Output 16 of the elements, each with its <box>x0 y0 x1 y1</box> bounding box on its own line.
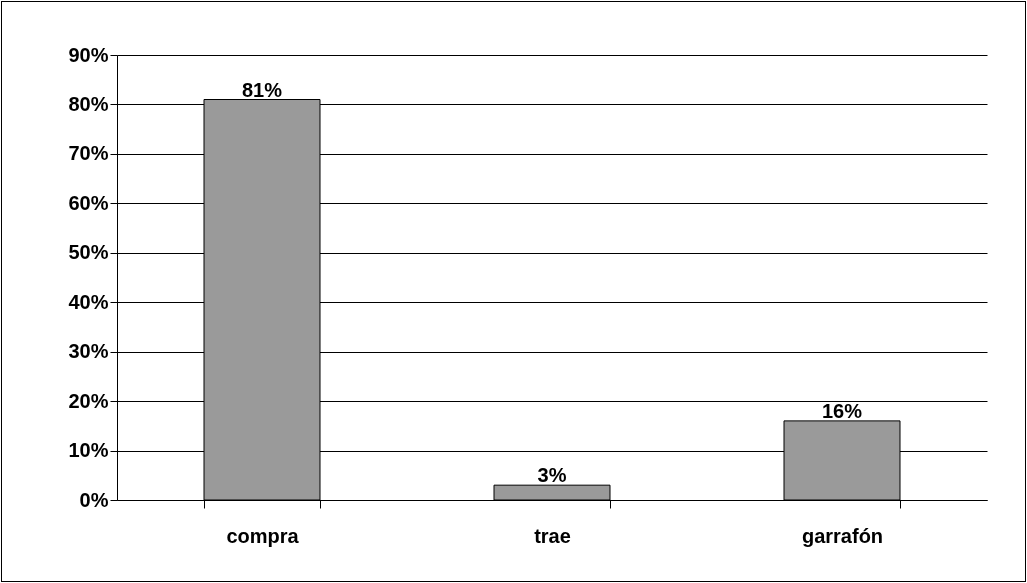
data-label: 3% <box>537 464 567 487</box>
y-tick-label: 0% <box>79 488 109 511</box>
data-label: 16% <box>821 399 863 422</box>
data-label: 81% <box>241 78 283 101</box>
x-tick-label: compra <box>226 524 300 547</box>
y-tick-label: 10% <box>68 439 109 462</box>
x-tick-label: trae <box>534 524 571 547</box>
y-tick-label: 30% <box>68 340 109 363</box>
y-tick-label: 90% <box>68 43 109 66</box>
y-tick-label: 50% <box>68 241 109 264</box>
y-tick-label: 80% <box>68 92 109 115</box>
y-tick-label: 40% <box>68 290 109 313</box>
y-tick-label: 20% <box>68 389 109 412</box>
x-tick-label: garrafón <box>801 524 884 547</box>
y-tick-label: 60% <box>68 191 109 214</box>
y-tick-label: 70% <box>68 142 109 165</box>
